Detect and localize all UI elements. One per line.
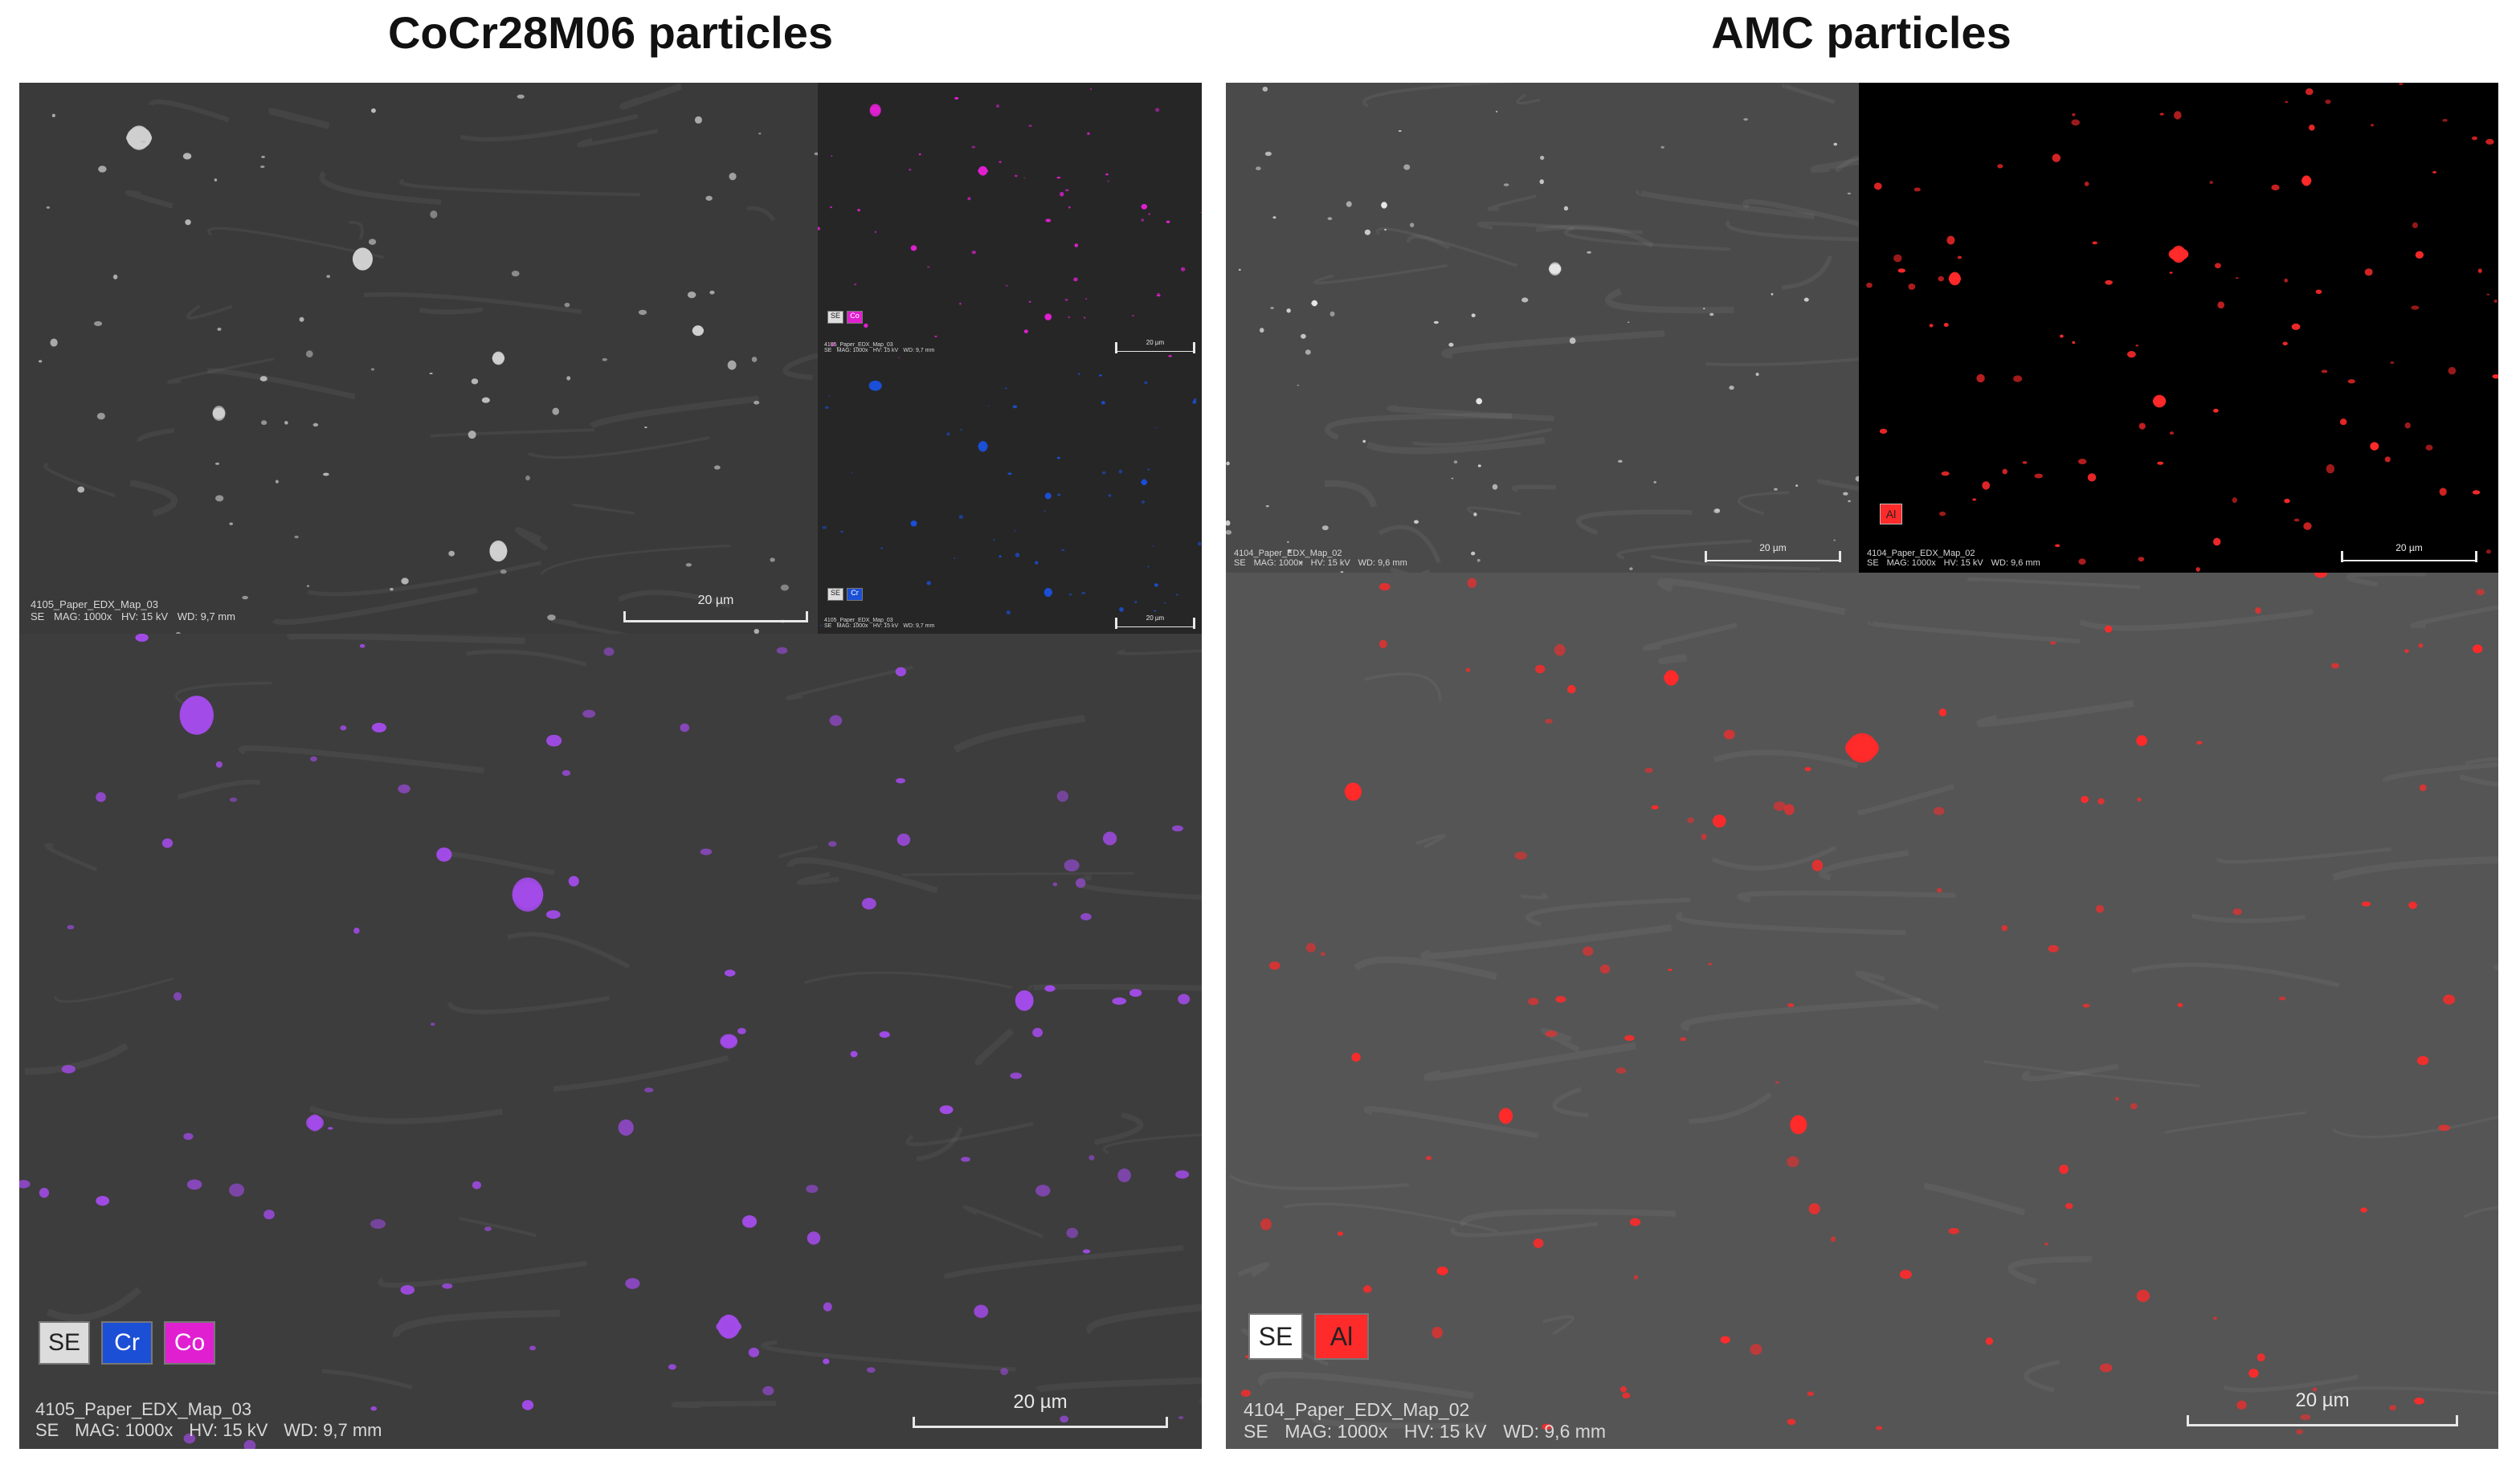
right-element-legend: SE Al <box>1248 1313 1369 1360</box>
right-al-map: Al 4104_Paper_EDX_Map_02 SE MAG: 1000x HV:… <box>1859 83 2498 573</box>
legend-cr-chip: Cr <box>101 1321 153 1365</box>
right-se-scale-bar: 20 µm <box>1705 542 1841 562</box>
right-panel-title: AMC particles <box>1711 7 2012 58</box>
left-cr-metadata: 4105_Paper_EDX_Map_03 SE MAG: 1000x HV: 15… <box>824 618 935 629</box>
right-main-metadata: 4104_Paper_EDX_Map_02 SE MAG: 1000x HV: 15… <box>1244 1399 1607 1442</box>
right-al-scale-bar: 20 µm <box>2341 542 2477 562</box>
right-main-scale-bar: 20 µm <box>2187 1389 2458 1426</box>
legend-al-chip: Al <box>1314 1313 1369 1360</box>
co-map-se-chip: SE <box>827 311 843 324</box>
left-overlay-micrograph: SE Cr Co 4105_Paper_EDX_Map_03 SE MAG: 10… <box>19 634 1202 1449</box>
legend-se-chip: SE <box>39 1321 90 1365</box>
left-main-metadata: 4105_Paper_EDX_Map_03 SE MAG: 1000x HV: 15… <box>35 1399 382 1440</box>
left-se-metadata: 4105_Paper_EDX_Map_03 SE MAG: 1000x HV: 15… <box>31 598 235 622</box>
left-element-legend: SE Cr Co <box>39 1321 215 1365</box>
legend-se-chip-right: SE <box>1248 1313 1303 1360</box>
co-map-co-chip: Co <box>847 311 863 324</box>
legend-co-chip: Co <box>164 1321 215 1365</box>
left-se-micrograph: 4105_Paper_EDX_Map_03 SE MAG: 1000x HV: 15… <box>19 83 818 634</box>
cr-map-se-chip: SE <box>827 588 843 601</box>
left-se-scale-bar: 20 µm <box>623 594 808 622</box>
al-map-al-chip: Al <box>1880 504 1902 524</box>
left-co-map: SE Co 4105_Paper_EDX_Map_03 SE MAG: 1000x… <box>818 83 1202 358</box>
right-se-metadata: 4104_Paper_EDX_Map_02 SE MAG: 1000x HV: 15… <box>1234 549 1407 568</box>
right-se-micrograph: 4104_Paper_EDX_Map_02 SE MAG: 1000x HV: 15… <box>1226 83 1859 573</box>
left-cr-scale-bar: 20 µm <box>1115 614 1195 629</box>
cr-map-cr-chip: Cr <box>847 588 863 601</box>
left-co-metadata: 4105_Paper_EDX_Map_03 SE MAG: 1000x HV: 15… <box>824 342 935 353</box>
left-main-scale-bar: 20 µm <box>913 1391 1168 1428</box>
right-overlay-micrograph: SE Al 4104_Paper_EDX_Map_02 SE MAG: 1000x… <box>1226 573 2498 1449</box>
right-al-metadata: 4104_Paper_EDX_Map_02 SE MAG: 1000x HV: 15… <box>1867 549 2040 568</box>
left-cr-map: SE Cr 4105_Paper_EDX_Map_03 SE MAG: 1000x… <box>818 358 1202 634</box>
left-panel-title: CoCr28M06 particles <box>387 7 833 58</box>
left-co-scale-bar: 20 µm <box>1115 339 1195 353</box>
